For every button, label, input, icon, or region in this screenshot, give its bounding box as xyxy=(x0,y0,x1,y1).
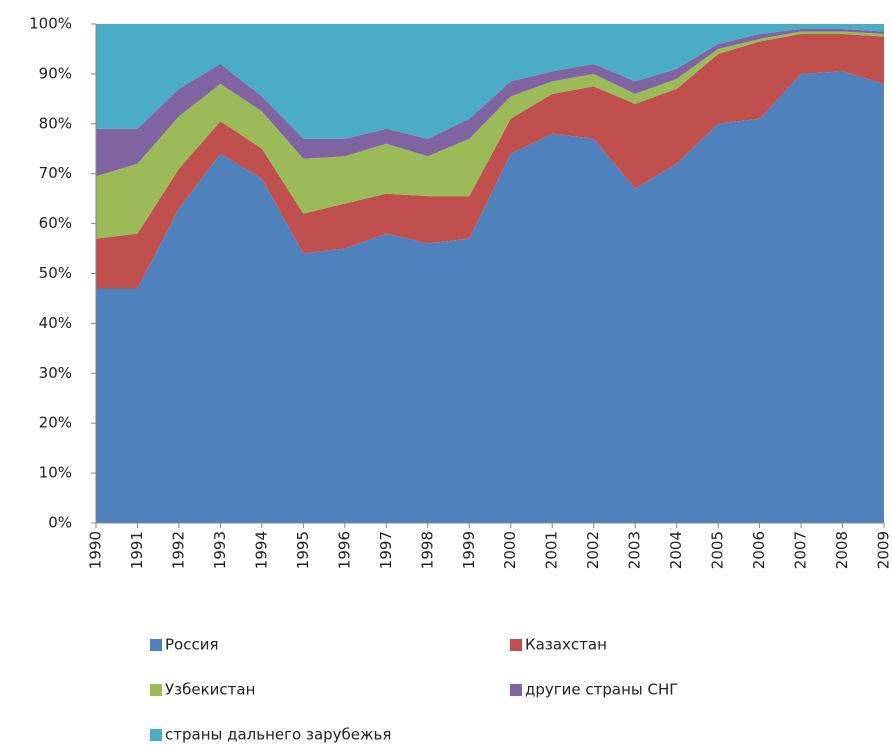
legend-swatch xyxy=(150,639,162,651)
x-tick-label: 2007 xyxy=(792,531,810,569)
legend-label: Узбекистан xyxy=(165,681,255,699)
area xyxy=(96,33,884,289)
x-tick-label: 1993 xyxy=(211,531,229,569)
x-tick-label: 1990 xyxy=(87,531,105,569)
y-tick-label: 60% xyxy=(39,214,72,232)
x-tick-label: 1991 xyxy=(128,531,146,569)
x-tick-label: 2009 xyxy=(875,531,892,569)
legend-swatch xyxy=(150,729,162,741)
x-tick-label: 1998 xyxy=(418,531,436,569)
x-tick-label: 2004 xyxy=(667,531,685,569)
x-tick-label: 2001 xyxy=(543,531,561,569)
area xyxy=(96,31,884,239)
x-tick-label: 1995 xyxy=(294,531,312,569)
x-tick-label: 2006 xyxy=(750,531,768,569)
x-tick-label: 1992 xyxy=(169,531,187,569)
x-tick-label: 2008 xyxy=(833,531,851,569)
legend-swatch xyxy=(510,684,522,696)
x-tick-label: 2005 xyxy=(709,531,727,569)
y-tick-label: 100% xyxy=(29,15,72,33)
x-tick-label: 1996 xyxy=(335,531,353,569)
y-tick-label: 10% xyxy=(39,464,72,482)
area xyxy=(96,28,884,177)
x-tick-label: 2003 xyxy=(626,531,644,569)
legend-label: Россия xyxy=(165,636,219,654)
y-tick-label: 20% xyxy=(39,414,72,432)
legend-label: другие страны СНГ xyxy=(525,681,678,699)
x-tick-label: 2000 xyxy=(501,531,519,569)
y-tick-label: 50% xyxy=(39,264,72,282)
x-tick-label: 1999 xyxy=(460,531,478,569)
y-tick-label: 70% xyxy=(39,164,72,182)
y-tick-label: 90% xyxy=(39,64,72,82)
legend-swatch xyxy=(150,684,162,696)
area xyxy=(96,24,884,139)
legend-label: страны дальнего зарубежья xyxy=(165,726,391,744)
y-tick-label: 0% xyxy=(48,514,72,532)
legend-swatch xyxy=(510,639,522,651)
y-tick-label: 80% xyxy=(39,114,72,132)
x-tick-label: 2002 xyxy=(584,531,602,569)
y-tick-label: 40% xyxy=(39,314,72,332)
x-tick-label: 1997 xyxy=(377,531,395,569)
y-tick-label: 30% xyxy=(39,364,72,382)
legend-label: Казахстан xyxy=(525,636,607,654)
x-tick-label: 1994 xyxy=(252,531,270,569)
area xyxy=(96,71,884,523)
